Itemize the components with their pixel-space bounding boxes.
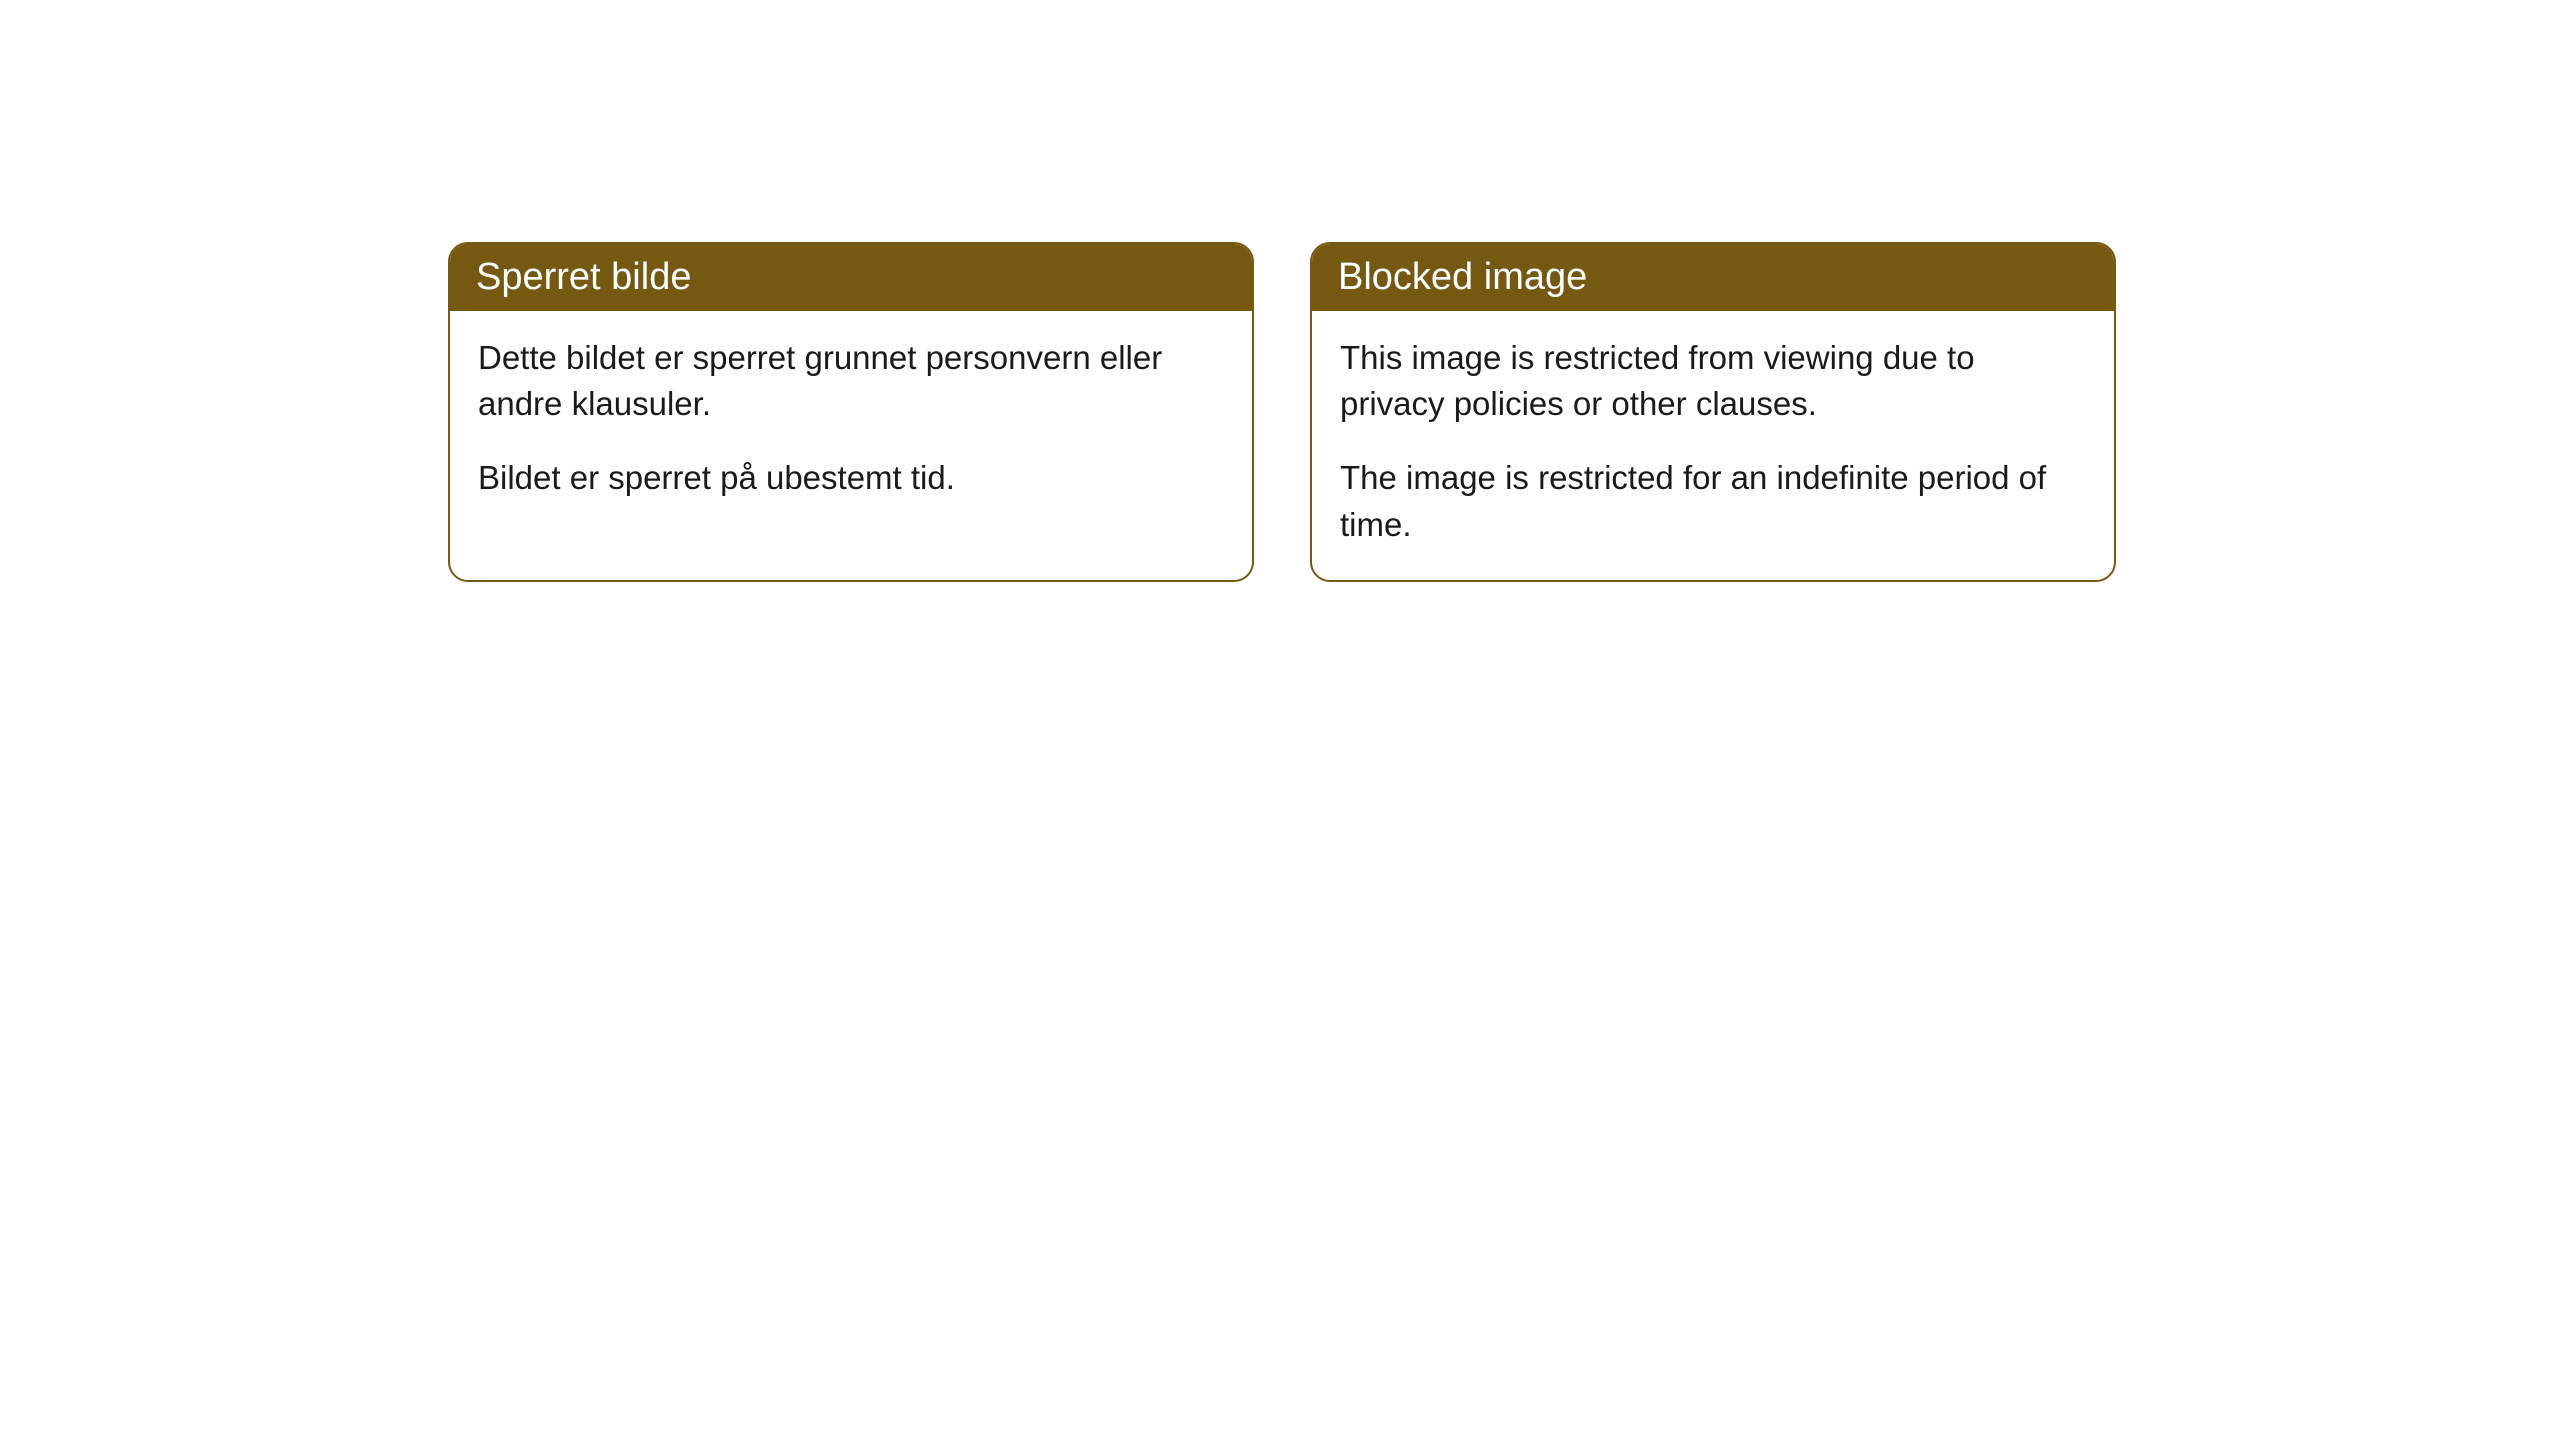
card-body-no: Dette bildet er sperret grunnet personve… [450,311,1252,534]
blocked-image-card-en: Blocked image This image is restricted f… [1310,242,2116,582]
card-title-no: Sperret bilde [450,244,1252,311]
card-title-en: Blocked image [1312,244,2114,311]
notice-cards-container: Sperret bilde Dette bildet er sperret gr… [448,242,2116,582]
blocked-image-card-no: Sperret bilde Dette bildet er sperret gr… [448,242,1254,582]
card-paragraph-1-en: This image is restricted from viewing du… [1340,335,2086,427]
card-paragraph-2-no: Bildet er sperret på ubestemt tid. [478,455,1224,501]
card-body-en: This image is restricted from viewing du… [1312,311,2114,580]
card-paragraph-2-en: The image is restricted for an indefinit… [1340,455,2086,547]
card-paragraph-1-no: Dette bildet er sperret grunnet personve… [478,335,1224,427]
